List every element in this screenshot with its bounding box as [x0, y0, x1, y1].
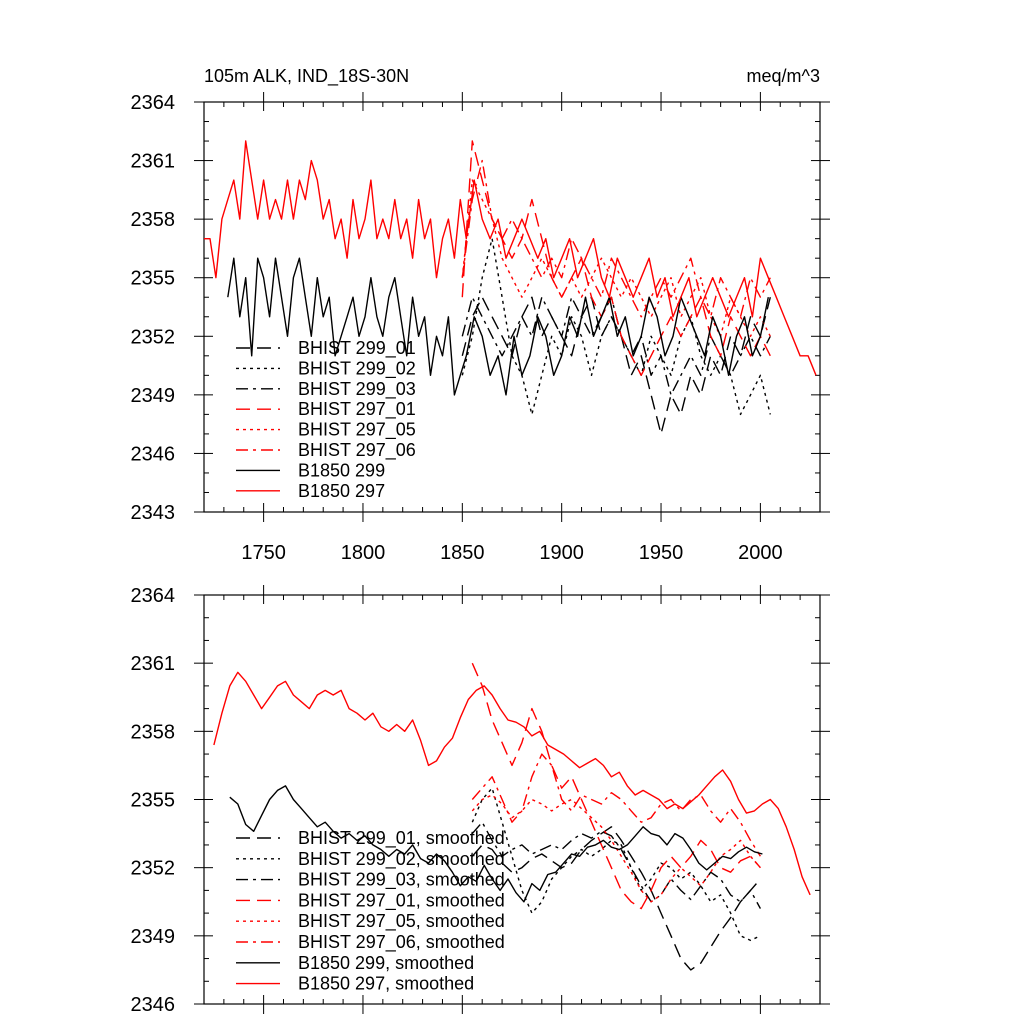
y-tick-label: 2343	[131, 502, 176, 524]
y-tick-label: 2346	[131, 994, 176, 1016]
legend-label-bhist-297-01: BHIST 297_01	[298, 399, 416, 420]
legend-label-bhist-297-06-smoothed: BHIST 297_06, smoothed	[298, 932, 505, 953]
legend-label-bhist-297-05: BHIST 297_05	[298, 420, 416, 441]
y-tick-label: 2355	[131, 790, 176, 812]
y-tick-label: 2355	[131, 268, 176, 290]
bottom-chart-panel: 2346 2349 2352 2355 2358 2361 2364 BHIST 299_01…	[131, 585, 830, 1016]
plot-frame	[203, 101, 821, 513]
x-tick-label: 1750	[241, 542, 286, 564]
x-tick-label: 1850	[440, 542, 485, 564]
legend-label-bhist-297-06: BHIST 297_06	[298, 440, 416, 461]
y-tick-label: 2346	[131, 443, 176, 465]
top-chart-title: 105m ALK, IND_18S-30N	[204, 66, 409, 87]
series-line-bhist-299-01	[461, 296, 771, 435]
y-tick-label: 2364	[131, 92, 176, 114]
legend-label-b1850-297-smoothed: B1850 297, smoothed	[298, 974, 474, 994]
y-tick-label: 2361	[131, 151, 176, 173]
x-tick-label: 1900	[539, 542, 584, 564]
series-line-bhist-299-03-smoothed	[471, 821, 762, 909]
legend-label-bhist-297-05-smoothed: BHIST 297_05, smoothed	[298, 911, 505, 932]
legend-label-bhist-297-01-smoothed: BHIST 297_01, smoothed	[298, 890, 505, 911]
series-line-bhist-297-01-smoothed	[471, 662, 761, 910]
legend-label-b1850-297: B1850 297	[298, 481, 385, 501]
series-line-b1850-299	[227, 257, 769, 396]
series-line-b1850-299-smoothed	[229, 785, 763, 903]
x-tick-label: 1800	[341, 542, 386, 564]
top-chart-panel: 1750 1800 1850 1900 1950 2000 2343 2346 2349 2352…	[131, 92, 830, 564]
legend-label-bhist-299-03: BHIST 299_03	[298, 379, 416, 400]
plot-frame	[203, 594, 821, 1005]
series-line-bhist-297-05	[461, 179, 771, 337]
legend-label-bhist-299-02: BHIST 299_02	[298, 358, 416, 379]
x-tick-label: 2000	[738, 542, 783, 564]
y-tick-label: 2364	[131, 585, 176, 607]
y-tick-label: 2358	[131, 721, 176, 743]
series-line-bhist-297-06	[461, 159, 771, 318]
legend-label-bhist-299-01: BHIST 299_01	[298, 338, 416, 359]
legend-label-b1850-299-smoothed: B1850 299, smoothed	[298, 953, 474, 973]
series-line-bhist-299-02-smoothed	[471, 787, 761, 942]
y-tick-label: 2349	[131, 926, 176, 948]
series-line-bhist-299-01-smoothed	[471, 826, 761, 971]
series-line-bhist-297-06-smoothed	[471, 753, 761, 857]
y-tick-label: 2361	[131, 653, 176, 675]
x-tick-label: 1950	[639, 542, 684, 564]
legend-label-bhist-299-01-smoothed: BHIST 299_01, smoothed	[298, 828, 505, 849]
y-tick-label: 2349	[131, 385, 176, 407]
series-line-b1850-297	[204, 140, 817, 376]
series-line-bhist-297-01	[461, 140, 771, 376]
legend-label-bhist-299-03-smoothed: BHIST 299_03, smoothed	[298, 870, 505, 891]
y-tick-label: 2352	[131, 326, 176, 348]
y-tick-label: 2352	[131, 858, 176, 880]
top-chart-units: meq/m^3	[747, 66, 820, 86]
legend-label-b1850-299: B1850 299	[298, 460, 385, 480]
y-tick-label: 2358	[131, 209, 176, 231]
series-line-b1850-297-smoothed	[213, 671, 811, 896]
legend-label-bhist-299-02-smoothed: BHIST 299_02, smoothed	[298, 849, 505, 870]
